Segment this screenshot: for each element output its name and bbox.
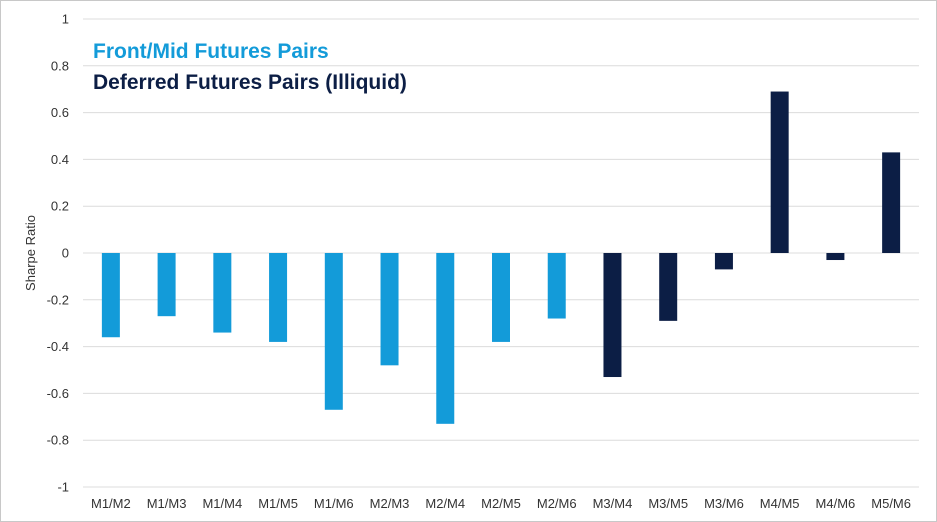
- bar-m2-m3: [380, 253, 399, 366]
- bar-m2-m4: [436, 253, 455, 424]
- x-tick-label: M2/M5: [481, 496, 521, 511]
- x-tick-label: M1/M3: [147, 496, 187, 511]
- bar-m3-m5: [659, 253, 678, 321]
- bar-m1-m2: [101, 253, 120, 338]
- x-tick-label: M4/M6: [816, 496, 856, 511]
- bar-m1-m4: [213, 253, 232, 333]
- legend-entry-deferred: Deferred Futures Pairs (Illiquid): [93, 71, 407, 94]
- x-axis-ticks: M1/M2 M1/M3 M1/M4 M1/M5 M1/M6 M2/M3 M2/M4 M2/M5…: [91, 496, 911, 511]
- bar-m4-m5: [770, 91, 789, 253]
- x-tick-label: M3/M6: [704, 496, 744, 511]
- x-tick-label: M1/M2: [91, 496, 131, 511]
- legend-entry-front-mid: Front/Mid Futures Pairs: [93, 40, 329, 63]
- y-tick-label: -1: [57, 480, 69, 495]
- y-tick-label: 1: [62, 12, 69, 27]
- x-tick-label: M2/M3: [370, 496, 410, 511]
- bar-m4-m6: [826, 253, 845, 261]
- bar-m5-m6: [882, 152, 901, 253]
- bar-m3-m6: [714, 253, 733, 270]
- bar-m2-m5: [492, 253, 510, 342]
- bar-m1-m5: [269, 253, 288, 342]
- x-tick-label: M1/M5: [258, 496, 298, 511]
- y-tick-label: 0.4: [51, 152, 69, 167]
- x-tick-label: M3/M5: [648, 496, 688, 511]
- y-tick-label: 0.2: [51, 199, 69, 214]
- x-tick-label: M4/M5: [760, 496, 800, 511]
- y-tick-label: -0.8: [47, 433, 69, 448]
- y-tick-label: -0.2: [47, 292, 69, 307]
- bar-m3-m4: [603, 253, 622, 378]
- x-tick-label: M5/M6: [871, 496, 911, 511]
- bar-m1-m3: [157, 253, 176, 317]
- bar-m1-m6: [324, 253, 343, 410]
- y-tick-label: 0.8: [51, 58, 69, 73]
- y-axis-ticks: 1 0.8 0.6 0.4 0.2 0 -0.2 -0.4 -0.6 -0.8 -1: [47, 12, 69, 495]
- bars: [101, 91, 901, 424]
- bar-m2-m6: [547, 253, 566, 319]
- x-tick-label: M3/M4: [593, 496, 633, 511]
- x-tick-label: M2/M6: [537, 496, 577, 511]
- y-tick-label: 0: [62, 246, 69, 261]
- y-axis-label: Sharpe Ratio: [23, 215, 38, 291]
- legend: Front/Mid Futures Pairs Deferred Futures…: [93, 40, 407, 94]
- y-tick-label: 0.6: [51, 105, 69, 120]
- y-tick-label: -0.6: [47, 386, 69, 401]
- x-tick-label: M1/M6: [314, 496, 354, 511]
- x-tick-label: M2/M4: [425, 496, 465, 511]
- x-tick-label: M1/M4: [202, 496, 242, 511]
- y-tick-label: -0.4: [47, 339, 69, 354]
